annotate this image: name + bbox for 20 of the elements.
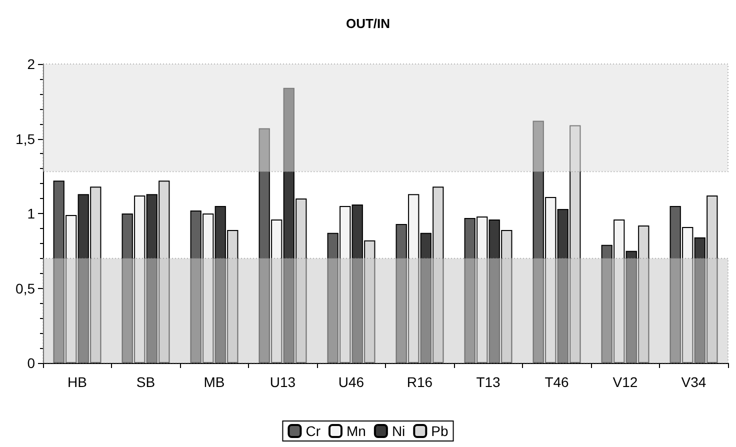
x-tick-label: MB	[204, 374, 225, 390]
y-tick-label: 0,5	[16, 280, 36, 296]
y-tick-label: 1	[27, 206, 36, 222]
x-tick-label: HB	[68, 374, 87, 390]
x-tick-label: T13	[476, 374, 501, 390]
x-tick-label: SB	[136, 374, 156, 390]
x-tick-label: V34	[681, 374, 706, 390]
x-tick-label: U46	[338, 374, 364, 390]
legend-label: Mn	[346, 423, 366, 439]
x-tick-label: T46	[544, 374, 570, 390]
x-tick-label: R16	[406, 374, 433, 390]
legend-label: Ni	[392, 423, 406, 439]
y-tick-label: 0	[27, 355, 36, 371]
chart-title: OUT/IN	[346, 16, 390, 31]
legend-label: Cr	[306, 423, 321, 439]
x-tick-label: U13	[270, 374, 296, 390]
x-tick-label: V12	[612, 374, 638, 390]
legend-label: Pb	[431, 423, 448, 439]
y-tick-label: 1,5	[16, 130, 36, 147]
y-tick-label: 2	[27, 56, 36, 72]
